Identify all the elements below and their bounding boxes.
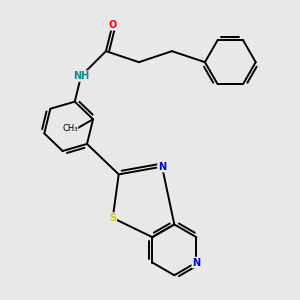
Text: N: N: [192, 257, 200, 268]
Text: N: N: [158, 162, 166, 172]
Text: NH: NH: [73, 71, 89, 81]
Text: O: O: [108, 20, 117, 30]
Text: CH₃: CH₃: [62, 124, 78, 133]
Text: S: S: [109, 213, 116, 223]
